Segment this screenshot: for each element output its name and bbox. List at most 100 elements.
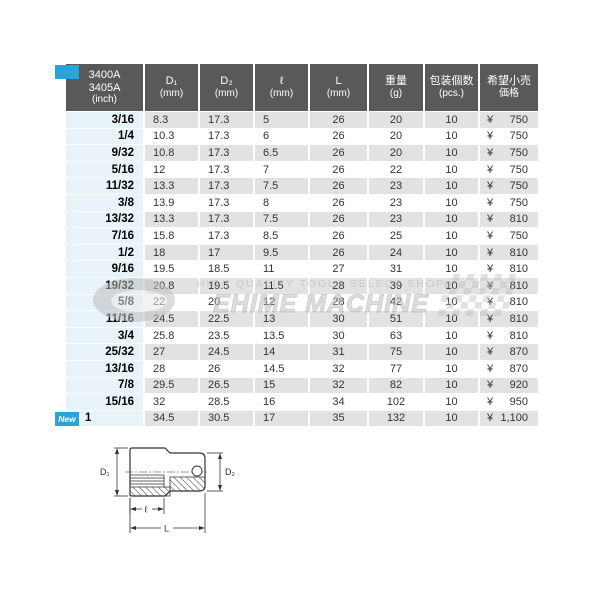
inch-size-value: 7/16 [111,229,134,242]
cell-price: ¥ 870 [478,360,538,378]
inch-size-value: 3/8 [118,196,134,209]
inch-size-value: 7/8 [118,379,134,392]
cell-price: ¥ 870 [478,344,538,361]
cell-d1: 13.9 [143,194,198,212]
table-row: New 1 34.5 30.5 17 35 132 10 ¥ 1,100 [55,410,538,428]
cell-ell: 14 [253,344,308,361]
cell-price: ¥ 750 [478,228,538,245]
cell-weight: 20 [367,128,423,146]
cell-ell: 5 [253,112,308,129]
cell-weight: 82 [367,377,423,395]
currency-symbol: ¥ [487,229,494,242]
product-code-2: 3405A [88,81,121,94]
cell-d2: 20 [198,294,253,312]
cell-weight: 63 [367,327,423,345]
cell-length: 26 [308,128,367,146]
cell-weight: 23 [367,178,423,195]
price-value: 950 [509,395,528,408]
header-cell-title: 重量 [385,75,407,88]
section-hatch-right [169,476,206,492]
socket-serrations [130,474,165,487]
cell-length: 28 [308,294,367,312]
cell-inch-size: 1/2 [55,65,143,262]
inch-size-value: 1/2 [118,246,134,259]
table-row: 13/16 28 26 14.5 32 77 10 ¥ 870 [55,65,538,378]
cell-d1: 13.3 [143,211,198,229]
cell-d2: 17.3 [198,128,253,146]
cell-price: ¥ 750 [478,128,538,146]
table-row: 5/16 12 17.3 7 26 22 10 ¥ 750 [55,65,538,179]
cell-ell: 14.5 [253,360,308,378]
cell-inch-size: 7/8 [55,65,143,395]
header-cell: L (mm) [308,64,367,112]
cell-weight: 23 [367,194,423,212]
cell-price: ¥ 750 [478,178,538,195]
currency-symbol: ¥ [487,296,494,309]
inch-size-value: 9/16 [111,263,134,276]
cell-ell: 11 [253,261,308,278]
cell-d2: 17.3 [198,145,253,162]
cell-ell: 11.5 [253,277,308,295]
cell-pack-qty: 10 [423,377,478,395]
cell-price: ¥ 810 [478,211,538,229]
cell-weight: 24 [367,244,423,262]
cell-ell: 13 [253,311,308,328]
cell-d2: 17.3 [198,178,253,195]
cell-length: 31 [308,344,367,361]
cell-pack-qty: 10 [423,244,478,262]
cell-d2: 17.3 [198,194,253,212]
cell-d2: 18.5 [198,261,253,278]
cell-inch-size: 5/8 [55,65,143,312]
currency-symbol: ¥ [487,246,494,259]
cell-ell: 12 [253,294,308,312]
cell-ell: 13.5 [253,327,308,345]
cell-length: 30 [308,327,367,345]
cell-d1: 18 [143,244,198,262]
cell-price: ¥ 750 [478,145,538,162]
table-header-row: 3400A 3405A (inch) D₁ (mm) D₂ (mm) ℓ (mm… [66,64,538,112]
cell-length: 26 [308,161,367,179]
header-cell-unit: (mm) [269,88,294,100]
cell-pack-qty: 10 [423,261,478,278]
cell-d2: 17.3 [198,112,253,129]
inch-size-value: 15/16 [105,395,134,408]
cell-pack-qty: 10 [423,277,478,295]
inch-size-value: 5/16 [111,163,134,176]
currency-symbol: ¥ [487,113,494,126]
section-hatch-left [129,486,171,497]
cell-pack-qty: 10 [423,194,478,212]
cell-price: ¥ 920 [478,377,538,395]
cell-length: 26 [308,112,367,129]
header-cell-unit: (pcs.) [439,88,464,100]
cell-d2: 23.5 [198,327,253,345]
cell-pack-qty: 10 [423,394,478,411]
cell-price: ¥ 750 [478,112,538,129]
cell-d2: 17.3 [198,228,253,245]
table-row: 13/32 13.3 17.3 7.5 26 23 10 ¥ 810 [55,65,538,229]
header-cell: D₁ (mm) [143,64,198,112]
cell-length: 27 [308,261,367,278]
ball-detent-hole [191,465,203,477]
price-value: 1,100 [500,412,528,425]
header-cell-unit: (mm) [214,88,239,100]
inch-size-value: 9/32 [111,146,134,159]
price-value: 810 [509,246,528,259]
cell-inch-size: 13/16 [55,65,143,378]
cell-weight: 20 [367,145,423,162]
cell-weight: 132 [367,410,423,428]
cell-d1: 34.5 [143,410,198,428]
cell-d2: 24.5 [198,344,253,361]
cell-d2: 22.5 [198,311,253,328]
cell-inch-size: 15/16 [55,65,143,411]
cell-weight: 39 [367,277,423,295]
header-cell-title: L [335,75,342,88]
cell-weight: 20 [367,112,423,129]
cell-pack-qty: 10 [423,112,478,129]
cell-weight: 23 [367,211,423,229]
cell-length: 30 [308,311,367,328]
cell-pack-qty: 10 [423,145,478,162]
price-value: 810 [509,279,528,292]
currency-symbol: ¥ [487,213,494,226]
inch-size-value: 3/16 [111,113,134,126]
